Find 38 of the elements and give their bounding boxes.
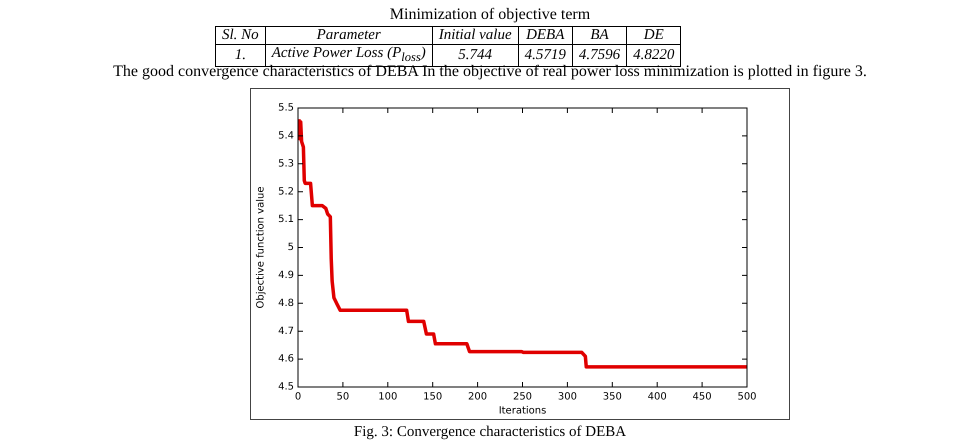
x-tick-label: 150 (423, 392, 442, 403)
y-tick-label: 4.9 (278, 270, 294, 281)
x-tick-label: 100 (378, 392, 398, 403)
text: DEBA (518, 26, 572, 44)
text: BA (572, 26, 627, 44)
text: 4.7596 (572, 44, 627, 66)
y-tick-label: 4.8 (278, 298, 294, 309)
y-tick-label: 5.4 (278, 130, 294, 142)
x-tick-label: 350 (602, 392, 622, 403)
x-tick-label: 50 (336, 392, 350, 403)
text: 1. (216, 44, 266, 66)
y-axis-title: Objective function value (256, 186, 267, 308)
y-tick-label: 5.2 (278, 186, 294, 198)
x-tick-label: 200 (468, 392, 488, 403)
x-tick-label: 250 (512, 392, 532, 403)
x-tick-label: 450 (692, 392, 712, 403)
y-tick-label: 5.1 (278, 214, 294, 226)
text: Parameter (265, 26, 432, 44)
text: 5.744 (432, 44, 518, 66)
x-tick-label: 0 (294, 392, 302, 403)
x-axis-title: Iterations (498, 406, 546, 417)
y-tick-label: 4.5 (278, 382, 294, 393)
text: Sl. No (216, 26, 266, 44)
text: Fig. 3: Convergence characteristics of DEBA (352, 424, 628, 441)
y-tick-label: 4.7 (278, 326, 294, 337)
text: DE (626, 26, 681, 44)
y-tick-label: 5.3 (278, 158, 294, 170)
text: 4.5719 (518, 44, 572, 66)
y-tick-label: 5 (288, 242, 294, 254)
text: Initial value (432, 26, 518, 44)
y-tick-label: 5.5 (278, 102, 294, 114)
text: Minimization of objective term (388, 6, 592, 24)
y-tick-label: 4.6 (278, 354, 294, 365)
text: Active Power Loss (P$_{loss}$) (272, 45, 426, 64)
text: 4.8220 (626, 44, 681, 66)
x-tick-label: 300 (558, 392, 577, 403)
x-tick-label: 400 (648, 392, 667, 403)
x-tick-label: 500 (737, 392, 757, 403)
